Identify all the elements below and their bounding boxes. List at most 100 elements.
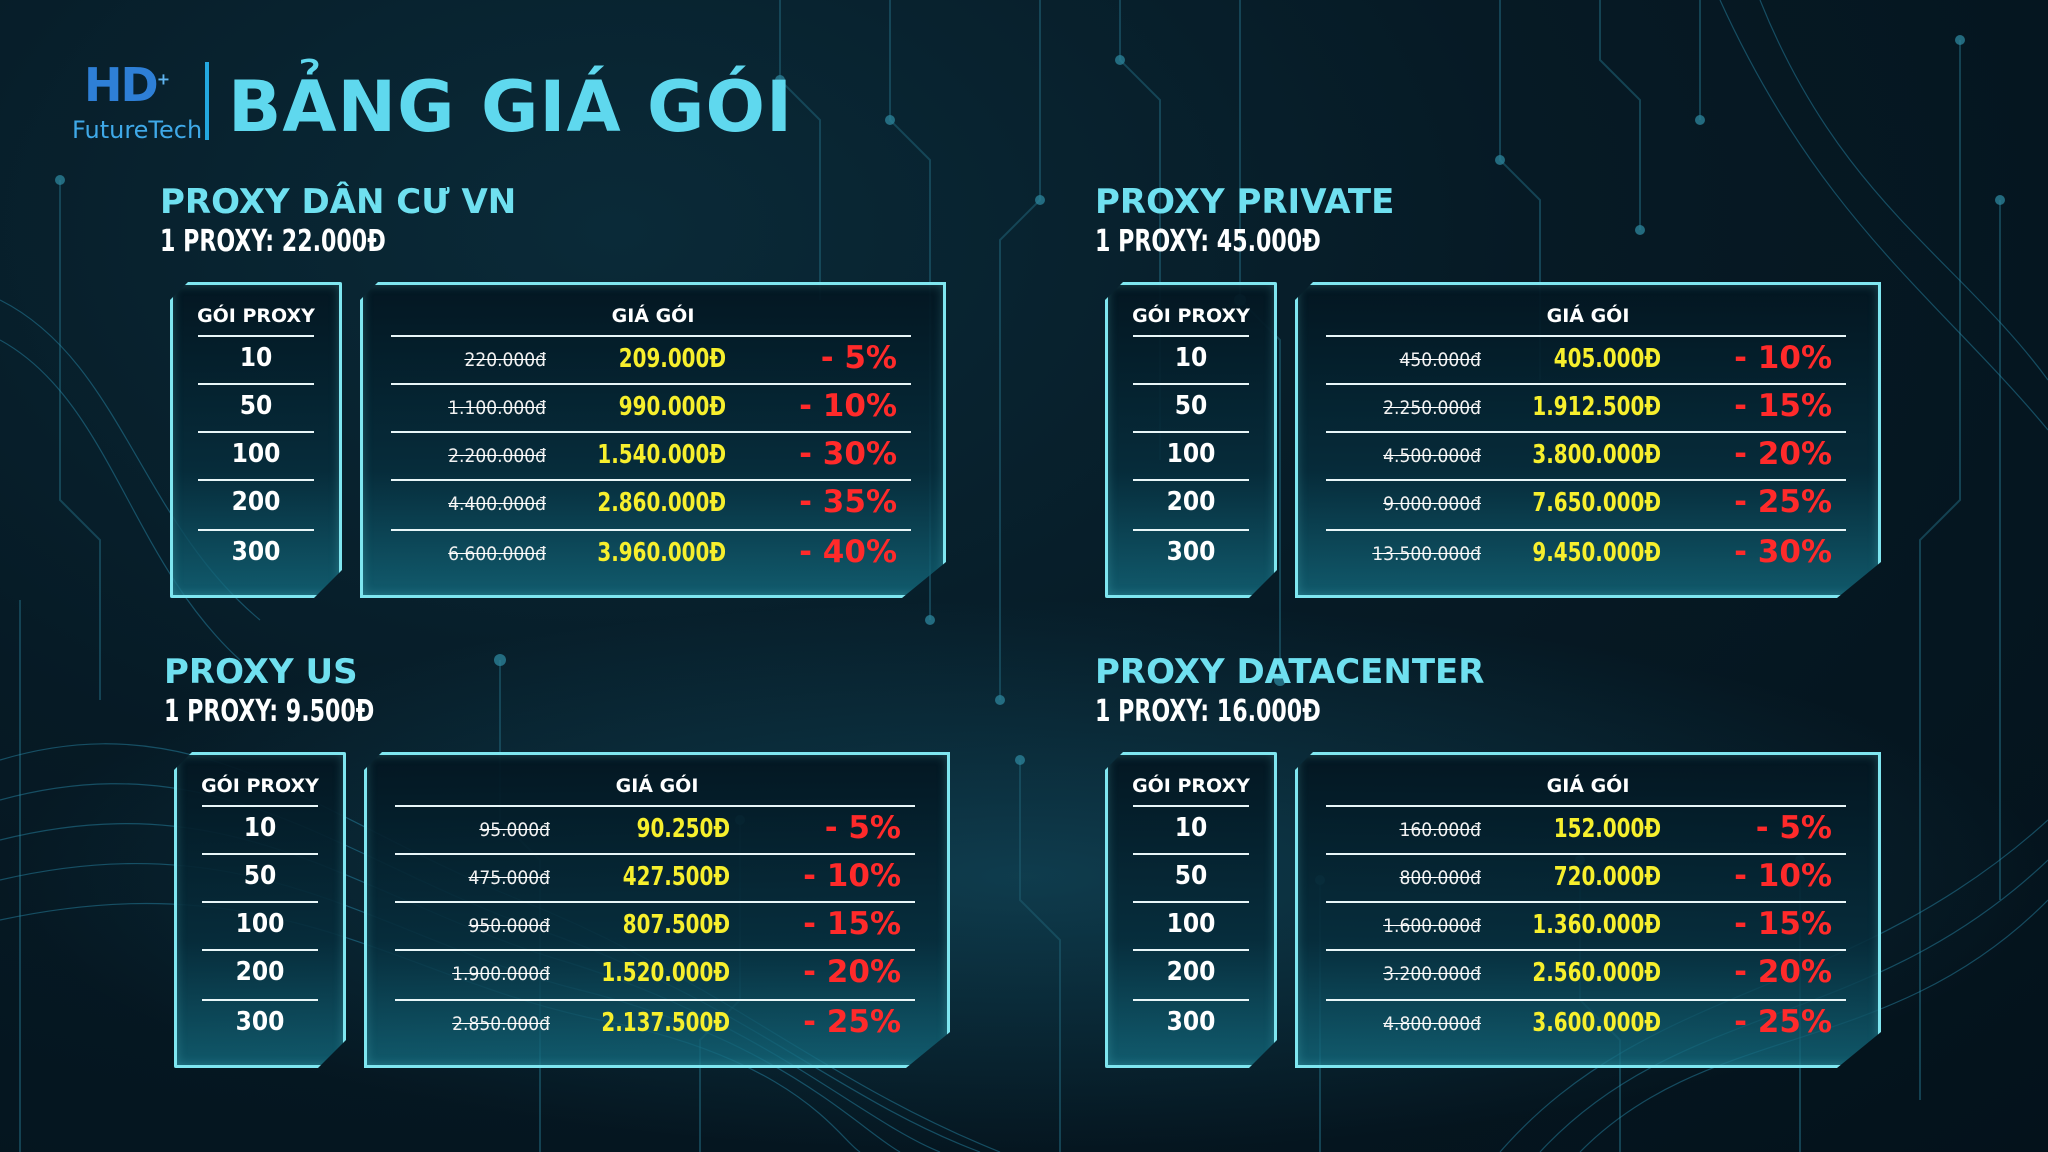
quantity-value: 300	[235, 1007, 285, 1037]
quantity-row: 300	[202, 999, 318, 1048]
row-divider	[202, 805, 318, 807]
quantity-header: GÓI PROXY	[1132, 775, 1250, 797]
section-proxy-us: PROXY US 1 PROXY: 9.500Đ GÓI PROXY 10 50 1…	[164, 652, 1024, 1112]
price-row: 3.200.000đ 2.560.000Đ - 20%	[1326, 949, 1846, 998]
quantity-row: 10	[202, 805, 318, 854]
price-row: 6.600.000đ 3.960.000Đ - 40%	[391, 529, 911, 578]
package-price: 2.860.000Đ	[597, 488, 726, 518]
original-price: 4.800.000đ	[1383, 1013, 1481, 1035]
discount-badge: - 15%	[1734, 906, 1832, 942]
original-price: 800.000đ	[1399, 867, 1481, 889]
section-title: PROXY DÂN CƯ VN	[160, 182, 517, 222]
quantity-row: 50	[1133, 853, 1249, 902]
row-divider	[1326, 901, 1846, 903]
original-price: 1.100.000đ	[448, 397, 546, 419]
package-price: 1.540.000Đ	[597, 440, 726, 470]
row-divider	[1326, 853, 1846, 855]
price-row: 4.500.000đ 3.800.000Đ - 20%	[1326, 431, 1846, 480]
section-proxy-dan-cu-vn: PROXY DÂN CƯ VN 1 PROXY: 22.000Đ GÓI PROXY…	[160, 182, 1020, 642]
price-row: 800.000đ 720.000Đ - 10%	[1326, 853, 1846, 902]
package-price: 7.650.000Đ	[1532, 488, 1661, 518]
package-price: 3.960.000Đ	[597, 538, 726, 568]
row-divider	[391, 431, 911, 433]
logo-mark: HD+	[84, 58, 170, 112]
price-header: GIÁ GÓI	[611, 305, 695, 327]
row-divider	[202, 999, 318, 1001]
original-price: 13.500.000đ	[1372, 543, 1481, 565]
original-price: 4.500.000đ	[1383, 445, 1481, 467]
quantity-table: GÓI PROXY 10 50 100 200 300	[174, 752, 346, 1068]
row-divider	[1326, 335, 1846, 337]
original-price: 2.850.000đ	[452, 1013, 550, 1035]
price-row: 1.100.000đ 990.000Đ - 10%	[391, 383, 911, 432]
row-divider	[1133, 805, 1249, 807]
price-row: 220.000đ 209.000Đ - 5%	[391, 335, 911, 384]
row-divider	[395, 805, 915, 807]
quantity-row: 100	[1133, 431, 1249, 480]
price-header: GIÁ GÓI	[1546, 305, 1630, 327]
row-divider	[1326, 949, 1846, 951]
row-divider	[391, 529, 911, 531]
quantity-row: 200	[1133, 479, 1249, 528]
price-row: 450.000đ 405.000Đ - 10%	[1326, 335, 1846, 384]
package-price: 209.000Đ	[618, 344, 726, 374]
discount-badge: - 5%	[820, 340, 897, 376]
package-price: 2.137.500Đ	[601, 1008, 730, 1038]
original-price: 95.000đ	[479, 819, 550, 841]
quantity-table: GÓI PROXY 10 50 100 200 300	[1105, 282, 1277, 598]
original-price: 220.000đ	[464, 349, 546, 371]
discount-badge: - 25%	[803, 1004, 901, 1040]
row-divider	[1326, 383, 1846, 385]
quantity-value: 100	[231, 439, 281, 469]
package-price: 990.000Đ	[618, 392, 726, 422]
unit-price: 1 PROXY: 16.000Đ	[1095, 694, 1321, 729]
discount-badge: - 20%	[803, 954, 901, 990]
price-row: 13.500.000đ 9.450.000Đ - 30%	[1326, 529, 1846, 578]
quantity-value: 50	[239, 391, 273, 421]
row-divider	[198, 529, 314, 531]
quantity-row: 100	[202, 901, 318, 950]
package-price: 807.500Đ	[622, 910, 730, 940]
package-price: 1.360.000Đ	[1532, 910, 1661, 940]
quantity-header: GÓI PROXY	[201, 775, 319, 797]
price-row: 1.900.000đ 1.520.000Đ - 20%	[395, 949, 915, 998]
quantity-value: 200	[1166, 957, 1216, 987]
discount-badge: - 20%	[1734, 436, 1832, 472]
row-divider	[395, 999, 915, 1001]
package-price: 3.600.000Đ	[1532, 1008, 1661, 1038]
row-divider	[1326, 529, 1846, 531]
quantity-value: 300	[1166, 1007, 1216, 1037]
package-price: 1.520.000Đ	[601, 958, 730, 988]
quantity-value: 10	[243, 813, 277, 843]
company-logo: HD+ FutureTech	[70, 58, 202, 148]
quantity-row: 10	[1133, 335, 1249, 384]
price-table: GIÁ GÓI 160.000đ 152.000Đ - 5% 800.000đ …	[1295, 752, 1881, 1068]
quantity-value: 50	[1174, 861, 1208, 891]
quantity-header: GÓI PROXY	[197, 305, 315, 327]
discount-badge: - 20%	[1734, 954, 1832, 990]
quantity-row: 200	[198, 479, 314, 528]
quantity-value: 300	[231, 537, 281, 567]
quantity-row: 50	[198, 383, 314, 432]
discount-badge: - 5%	[1755, 810, 1832, 846]
quantity-row: 10	[198, 335, 314, 384]
row-divider	[395, 901, 915, 903]
row-divider	[395, 949, 915, 951]
price-row: 950.000đ 807.500Đ - 15%	[395, 901, 915, 950]
quantity-row: 200	[202, 949, 318, 998]
quantity-header: GÓI PROXY	[1132, 305, 1250, 327]
original-price: 9.000.000đ	[1383, 493, 1481, 515]
section-proxy-private: PROXY PRIVATE 1 PROXY: 45.000Đ GÓI PROXY 1…	[1095, 182, 1955, 642]
quantity-row: 100	[198, 431, 314, 480]
quantity-value: 200	[1166, 487, 1216, 517]
price-table: GIÁ GÓI 95.000đ 90.250Đ - 5% 475.000đ 42…	[364, 752, 950, 1068]
discount-badge: - 40%	[799, 534, 897, 570]
row-divider	[1133, 949, 1249, 951]
discount-badge: - 10%	[1734, 340, 1832, 376]
price-row: 4.400.000đ 2.860.000Đ - 35%	[391, 479, 911, 528]
price-row: 9.000.000đ 7.650.000Đ - 25%	[1326, 479, 1846, 528]
quantity-value: 100	[235, 909, 285, 939]
row-divider	[198, 383, 314, 385]
unit-price: 1 PROXY: 22.000Đ	[160, 224, 386, 259]
original-price: 1.600.000đ	[1383, 915, 1481, 937]
